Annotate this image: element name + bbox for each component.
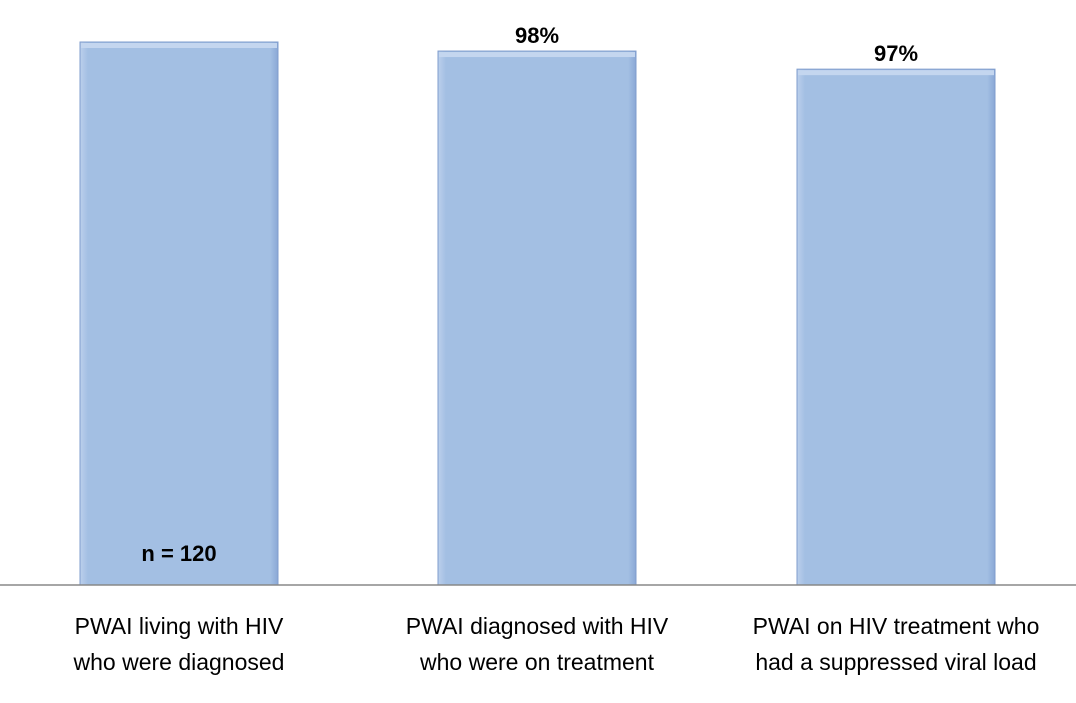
bar-bevel-top (81, 43, 277, 48)
bar-bevel-top (798, 70, 994, 76)
sample-size-annotation: n = 120 (141, 541, 216, 566)
category-label: PWAI living with HIV (75, 613, 284, 639)
bar-bevel-top (439, 52, 635, 58)
bar-3 (796, 68, 996, 586)
data-label: 97% (874, 41, 918, 66)
data-label: 98% (515, 23, 559, 48)
category-label: PWAI on HIV treatment who (753, 613, 1040, 639)
category-label: PWAI diagnosed with HIV (406, 613, 669, 639)
bar-1 (79, 41, 279, 586)
category-label: who were diagnosed (73, 649, 285, 675)
category-label: had a suppressed viral load (755, 649, 1036, 675)
bar-2 (437, 50, 637, 586)
category-label: who were on treatment (419, 649, 655, 675)
